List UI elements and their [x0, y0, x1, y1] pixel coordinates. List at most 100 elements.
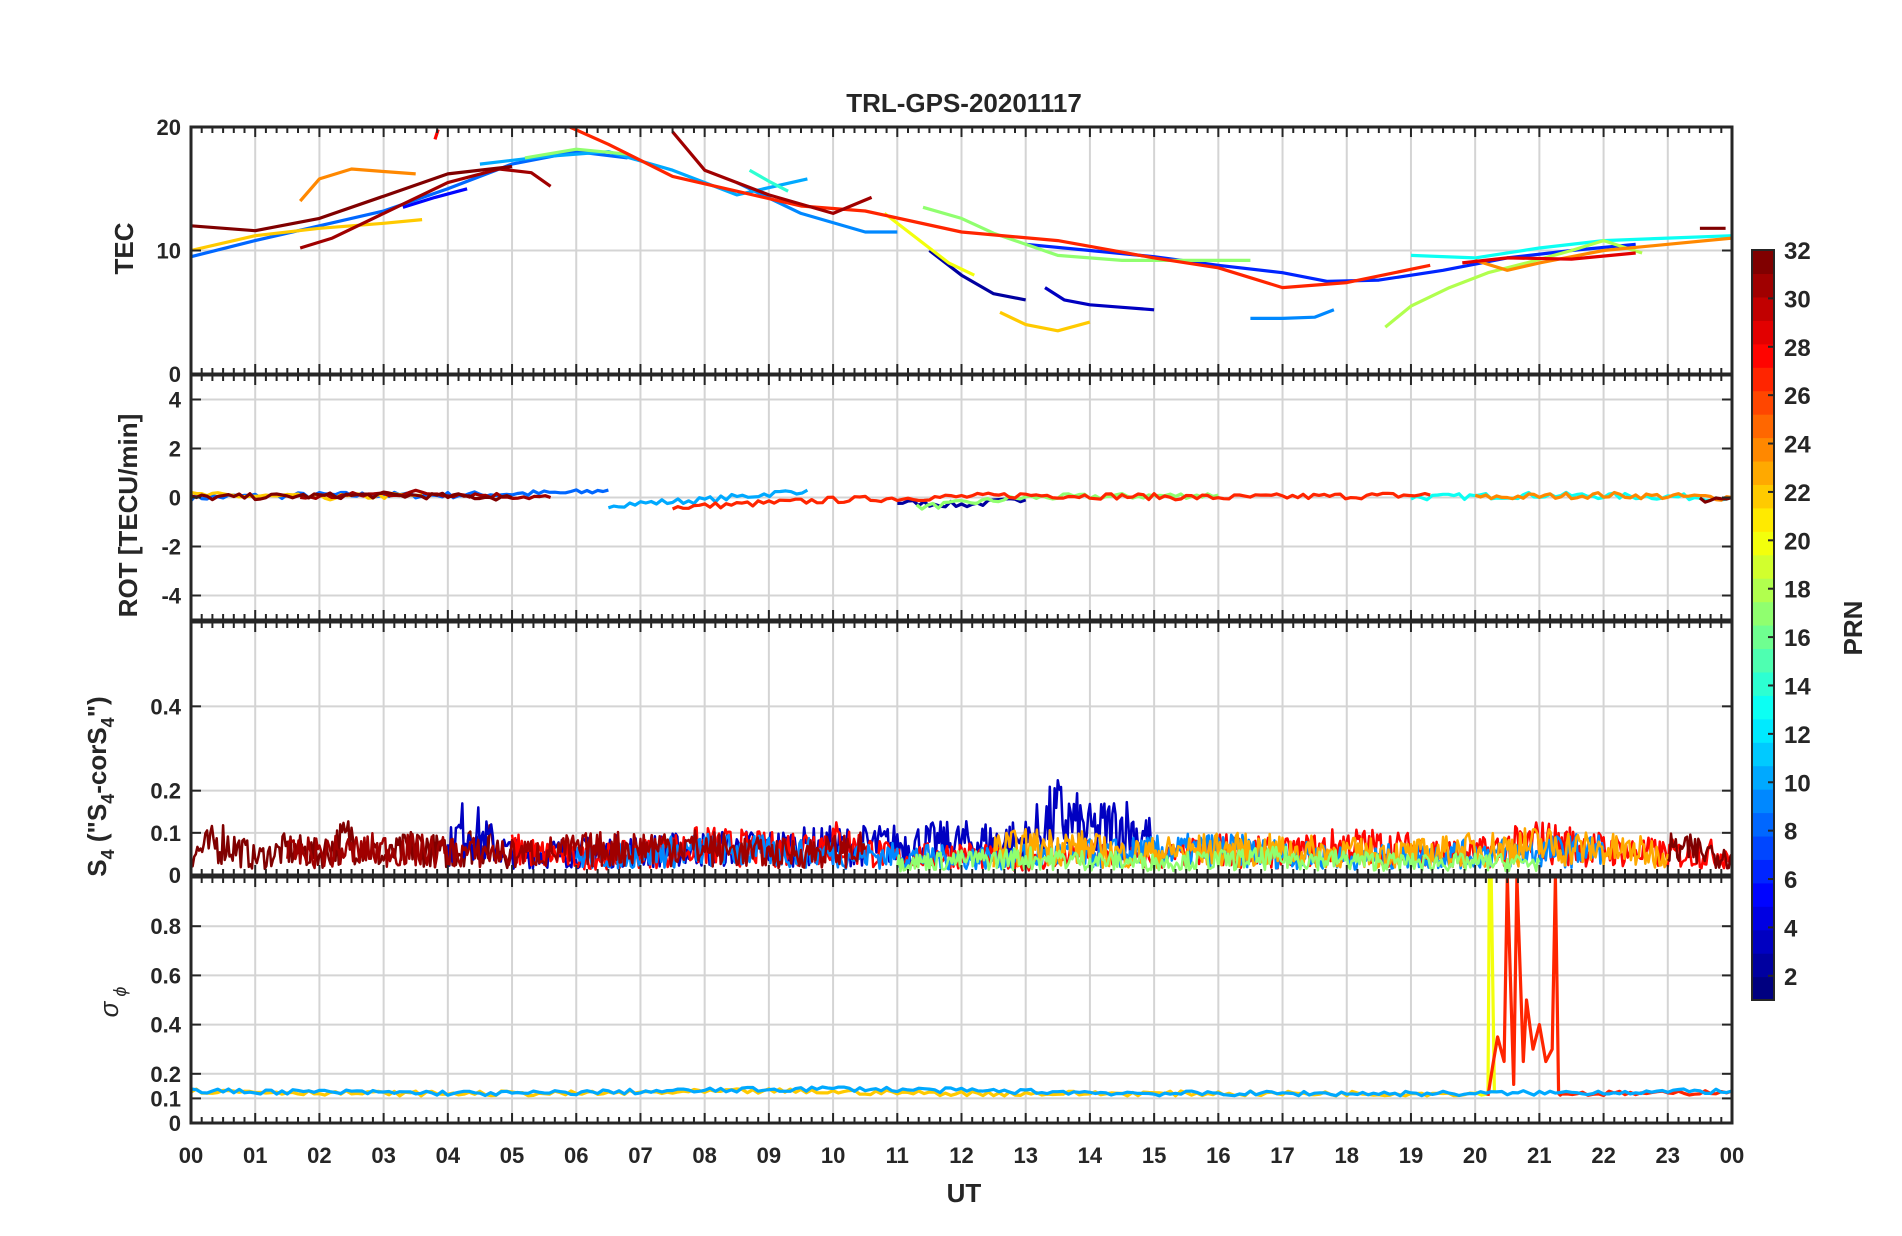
sigma_phi-series-prn-20 — [1474, 877, 1496, 1097]
tec-series-prn-18 — [1384, 239, 1643, 329]
rot-series-prn-27 — [671, 491, 1431, 511]
colorbar-tick-label: 30 — [1784, 286, 1811, 313]
s4-y-tick-label: 0.1 — [150, 821, 181, 846]
x-tick-label: 04 — [436, 1143, 461, 1168]
rot-y-tick-label: -4 — [161, 584, 181, 609]
tec-series-prn-29 — [1462, 251, 1636, 265]
x-tick-label: 07 — [628, 1143, 652, 1168]
rot-series-prn-32 — [1698, 495, 1732, 504]
x-tick-label: 10 — [821, 1143, 845, 1168]
x-tick-label: 20 — [1463, 1143, 1487, 1168]
sigma_phi-y-tick-label: 0.6 — [150, 963, 181, 988]
rot-series-prn-32 — [191, 490, 513, 502]
colorbar-segment — [1752, 953, 1774, 978]
x-tick-label: 00 — [179, 1143, 203, 1168]
tec-series-prn-31 — [299, 167, 552, 250]
rot-y-tick-label: 2 — [169, 437, 181, 462]
colorbar-segment — [1752, 929, 1774, 954]
tec-series-prn-9 — [1250, 308, 1335, 320]
colorbar-segment — [1752, 625, 1774, 650]
x-tick-label: 15 — [1142, 1143, 1166, 1168]
colorbar-tick-label: 18 — [1784, 577, 1811, 604]
sigma_phi-series-prn-27 — [1486, 877, 1732, 1098]
chart-title: TRL-GPS-20201117 — [846, 88, 1082, 118]
x-tick-label: 22 — [1591, 1143, 1615, 1168]
colorbar-segment — [1752, 460, 1774, 485]
sigma_phi-y-tick-label: 0.4 — [150, 1013, 181, 1038]
tec-series-prn-17 — [524, 147, 628, 160]
s4-series-prn-32 — [191, 820, 514, 871]
colorbar-tick-label: 6 — [1784, 867, 1797, 894]
colorbar-segment — [1752, 812, 1774, 837]
colorbar-segment — [1752, 343, 1774, 368]
rot-series-prn-17 — [915, 491, 1219, 511]
x-tick-label: 05 — [500, 1143, 524, 1168]
x-tick-label: 06 — [564, 1143, 588, 1168]
tec-y-tick-label: 10 — [157, 239, 181, 264]
colorbar-segment — [1752, 390, 1774, 415]
s4-y-axis-label: S4 ("S4-corS4") — [82, 696, 118, 876]
x-tick-label: 01 — [243, 1143, 267, 1168]
colorbar-tick-label: 16 — [1784, 625, 1811, 652]
x-axis-label: UT — [947, 1178, 982, 1208]
tec-series-prn-5 — [402, 187, 468, 209]
x-tick-label: 19 — [1399, 1143, 1423, 1168]
colorbar-segment — [1752, 250, 1774, 275]
colorbar-tick-label: 32 — [1784, 238, 1811, 265]
colorbar-tick-label: 28 — [1784, 335, 1811, 362]
sigma_phi-y-tick-label: 0.2 — [150, 1062, 181, 1087]
sigma_phi-y-tick-label: 0 — [169, 1111, 181, 1136]
s4-series-prn-31 — [286, 829, 867, 870]
colorbar-segment — [1752, 742, 1774, 767]
x-tick-label: 11 — [886, 1143, 909, 1168]
rot-series-prn-10 — [607, 488, 809, 510]
colorbar-segment — [1752, 976, 1774, 1001]
colorbar — [1751, 249, 1775, 1001]
rot-series-prn-24 — [1474, 490, 1732, 502]
rot-series-group — [191, 488, 1732, 511]
colorbar-segment — [1752, 718, 1774, 743]
colorbar-segment — [1752, 507, 1774, 532]
tec-series-prn-32 — [191, 164, 513, 233]
colorbar-segment — [1752, 273, 1774, 298]
colorbar-tick-label: 2 — [1784, 964, 1797, 991]
tec-series-prn-20 — [883, 212, 975, 277]
sigma_phi-y-tick-label: 0.8 — [150, 914, 181, 939]
tec-y-tick-label: 0 — [169, 362, 181, 387]
colorbar-segment — [1752, 531, 1774, 556]
x-tick-label: 08 — [692, 1143, 716, 1168]
s4-series-prn-23 — [992, 827, 1670, 870]
x-tick-label: 17 — [1270, 1143, 1294, 1168]
colorbar-segment — [1752, 648, 1774, 673]
s4-series-prn-32 — [1666, 832, 1732, 870]
tec-series-prn-27 — [569, 127, 1431, 290]
x-tick-label: 23 — [1656, 1143, 1680, 1168]
colorbar-tick-label: 4 — [1784, 915, 1798, 942]
rot-series-prn-13 — [1410, 490, 1732, 502]
tec-series-prn-24 — [298, 167, 416, 203]
colorbar-segment — [1752, 671, 1774, 696]
x-tick-label: 16 — [1206, 1143, 1230, 1168]
rot-y-tick-label: -2 — [161, 535, 181, 560]
x-tick-label: 00 — [1720, 1143, 1744, 1168]
s4-y-tick-label: 0.2 — [150, 779, 181, 804]
colorbar-segment — [1752, 695, 1774, 720]
colorbar-segment — [1752, 765, 1774, 790]
tec-series-prn-14 — [748, 168, 789, 193]
colorbar-tick-label: 26 — [1784, 383, 1811, 410]
x-tick-label: 21 — [1527, 1143, 1551, 1168]
colorbar-segment — [1752, 835, 1774, 860]
x-tick-label: 09 — [757, 1143, 781, 1168]
tec-series-prn-22 — [191, 218, 423, 253]
colorbar-tick-label: 24 — [1784, 432, 1811, 459]
x-tick-label: 02 — [307, 1143, 331, 1168]
colorbar-segment — [1752, 882, 1774, 907]
tec-y-tick-label: 20 — [157, 115, 181, 140]
tec-series-prn-31 — [671, 130, 873, 215]
x-tick-label: 12 — [949, 1143, 973, 1168]
colorbar-segment — [1752, 578, 1774, 603]
colorbar-tick-label: 12 — [1784, 722, 1811, 749]
colorbar-tick-label: 10 — [1784, 770, 1811, 797]
colorbar-segment — [1752, 296, 1774, 321]
